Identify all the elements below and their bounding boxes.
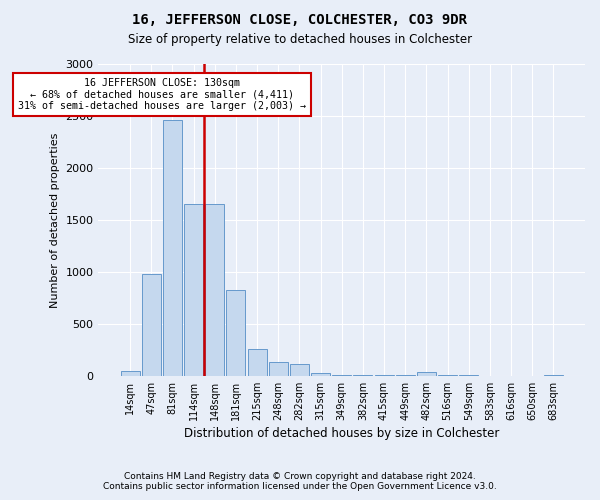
Bar xyxy=(290,364,309,376)
Text: Size of property relative to detached houses in Colchester: Size of property relative to detached ho… xyxy=(128,32,472,46)
Bar xyxy=(184,204,203,376)
Bar xyxy=(332,375,351,376)
Bar xyxy=(311,372,330,376)
Bar xyxy=(205,204,224,376)
Bar xyxy=(248,349,266,376)
Bar xyxy=(417,372,436,376)
Bar xyxy=(121,370,140,376)
X-axis label: Distribution of detached houses by size in Colchester: Distribution of detached houses by size … xyxy=(184,427,499,440)
Text: Contains HM Land Registry data © Crown copyright and database right 2024.: Contains HM Land Registry data © Crown c… xyxy=(124,472,476,481)
Bar xyxy=(142,274,161,376)
Y-axis label: Number of detached properties: Number of detached properties xyxy=(50,132,60,308)
Bar xyxy=(226,290,245,376)
Bar xyxy=(163,120,182,376)
Text: 16, JEFFERSON CLOSE, COLCHESTER, CO3 9DR: 16, JEFFERSON CLOSE, COLCHESTER, CO3 9DR xyxy=(133,12,467,26)
Text: 16 JEFFERSON CLOSE: 130sqm
← 68% of detached houses are smaller (4,411)
31% of s: 16 JEFFERSON CLOSE: 130sqm ← 68% of deta… xyxy=(18,78,306,110)
Bar xyxy=(544,375,563,376)
Text: Contains public sector information licensed under the Open Government Licence v3: Contains public sector information licen… xyxy=(103,482,497,491)
Bar xyxy=(269,362,288,376)
